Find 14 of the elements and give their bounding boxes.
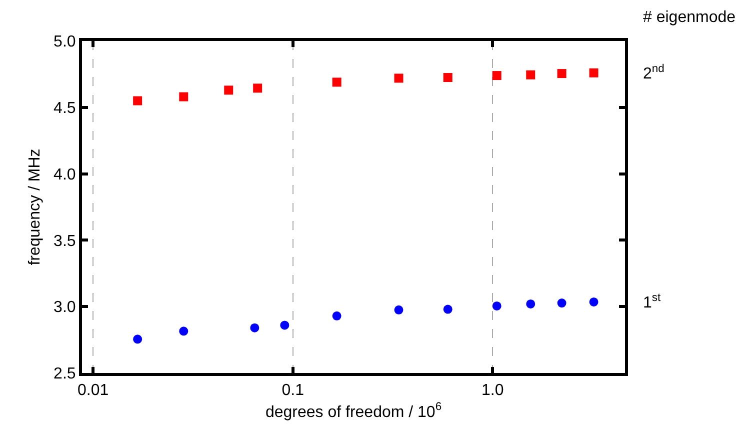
- x-tick-label: 0.01: [78, 382, 109, 400]
- text: 1$^{st}$: [643, 292, 662, 312]
- text: 2$^{nd}$: [643, 63, 664, 83]
- x-tick-label: 1.0: [481, 382, 504, 400]
- x-tick-label: 0.1: [282, 382, 304, 400]
- y-tick-label: 2.5: [54, 366, 76, 383]
- y-axis-title: frequency / MHz: [26, 148, 44, 266]
- x-axis-title: degrees of freedom / 10$^{6}$: [265, 401, 442, 421]
- y-tick-label: 3.0: [54, 299, 76, 316]
- y-tick-label: 5.0: [54, 34, 76, 51]
- legend-title: # eigenmode: [643, 9, 736, 26]
- y-tick-label: 3.5: [54, 232, 76, 250]
- y-tick-label: 4.0: [54, 166, 76, 184]
- y-tick-label: 4.5: [54, 100, 76, 117]
